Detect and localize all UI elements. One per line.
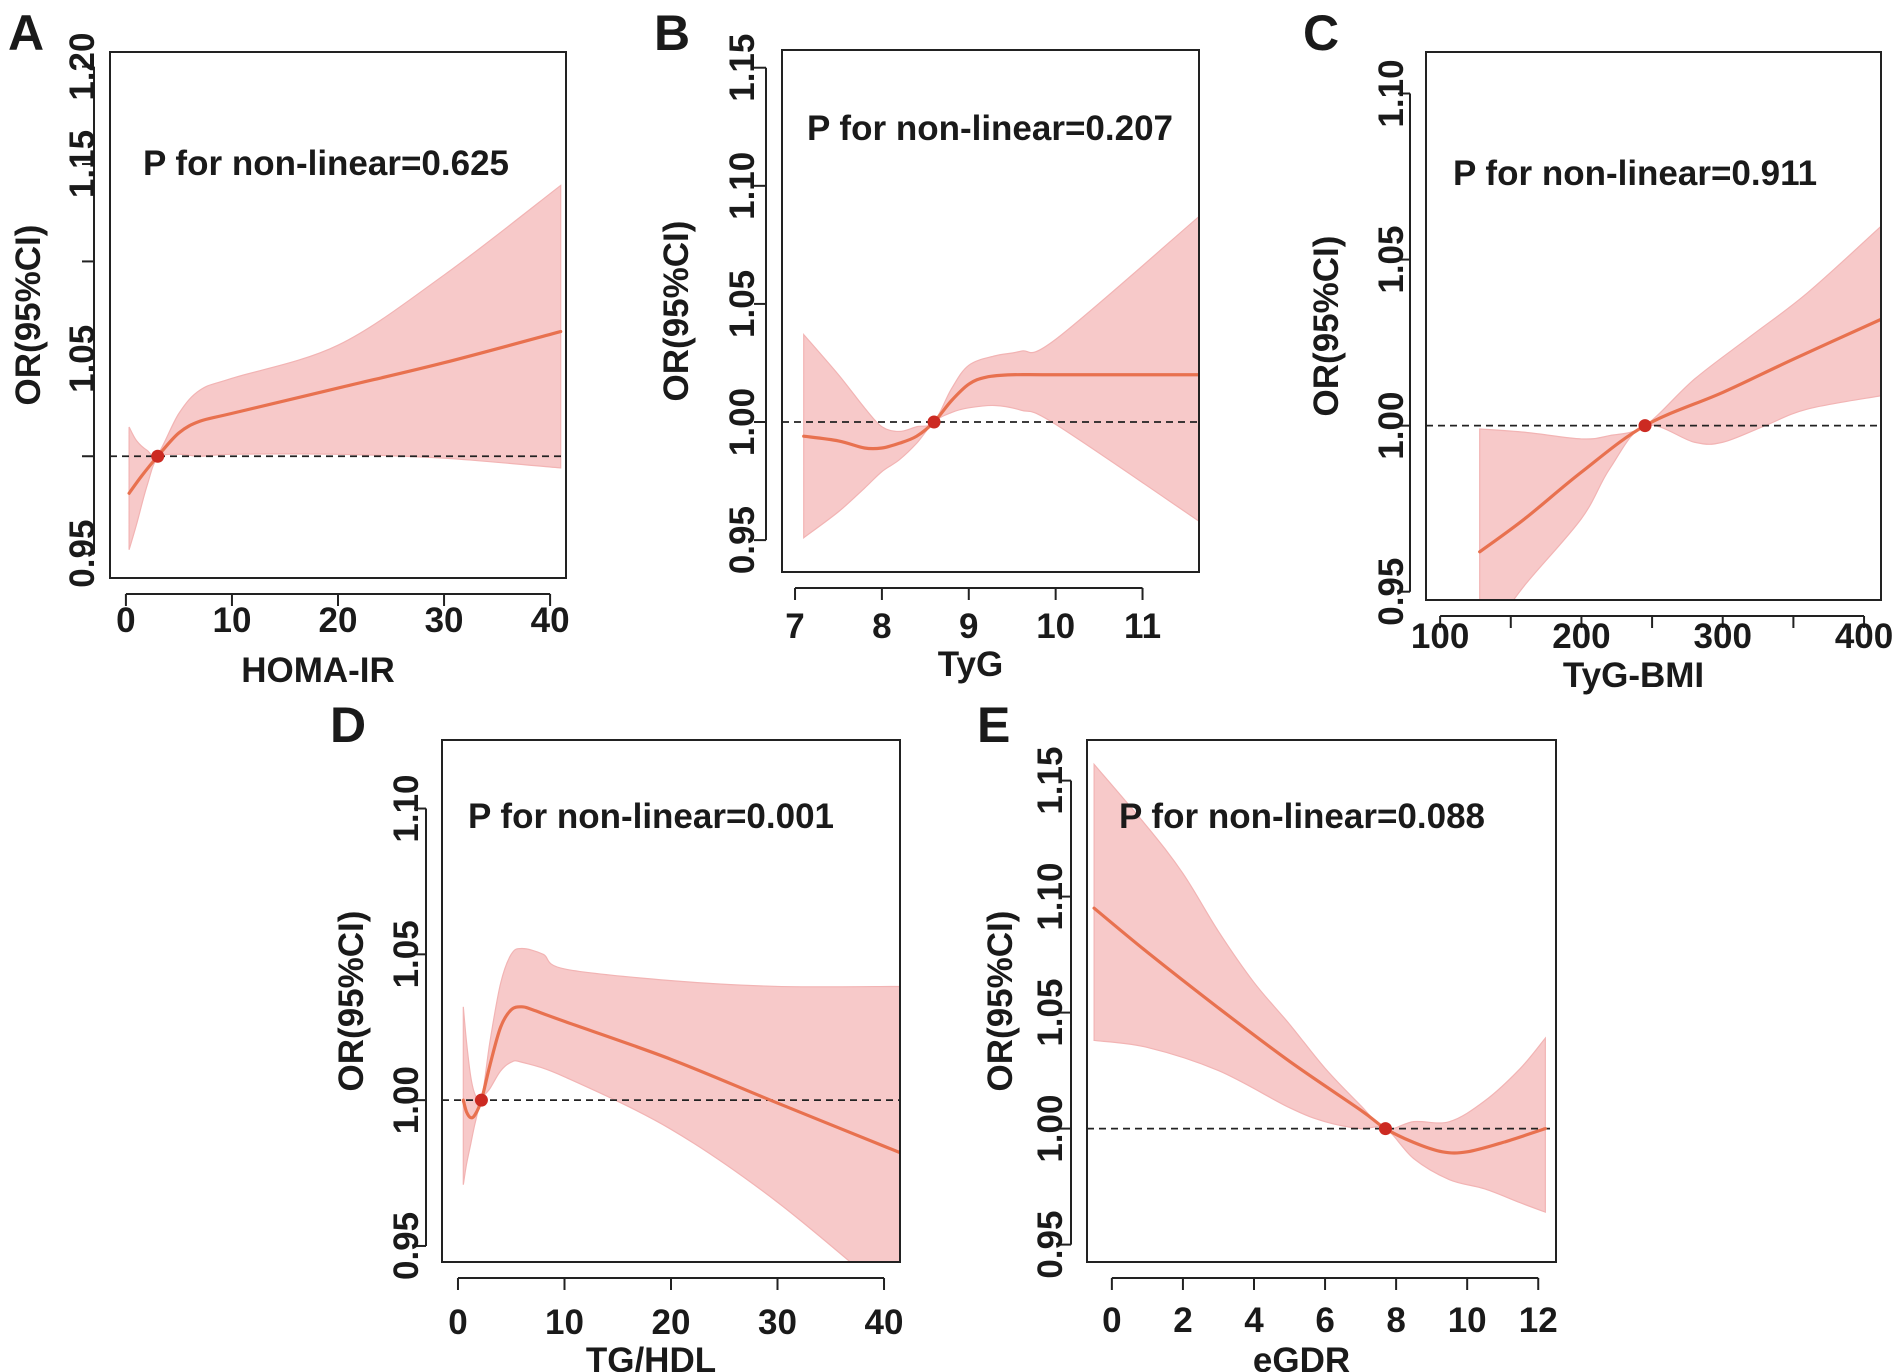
y-tick-label-b: 0.95	[723, 506, 762, 574]
y-axis-title-d: OR(95%CI)	[332, 911, 371, 1092]
ci-band-b	[803, 215, 1199, 539]
plot-area-d	[442, 947, 900, 1262]
plot-frame-a	[109, 51, 567, 579]
reference-point-a	[151, 449, 165, 463]
reference-point-c	[1638, 419, 1652, 433]
x-axis-title-c: TyG-BMI	[1563, 656, 1704, 695]
p-annotation-b: P for non-linear=0.207	[807, 109, 1173, 148]
x-tick-label-e: 12	[1519, 1301, 1558, 1340]
x-tick-label-d: 40	[865, 1303, 904, 1342]
y-tick-label-a: 0.95	[63, 520, 102, 588]
x-tick-label-d: 30	[758, 1303, 797, 1342]
p-annotation-d: P for non-linear=0.001	[468, 797, 834, 836]
ci-band-a	[128, 184, 562, 550]
y-tick-label-d: 0.95	[387, 1212, 426, 1280]
x-tick-label-a: 20	[319, 601, 358, 640]
x-tick-label-b: 8	[872, 607, 891, 646]
x-tick-label-a: 30	[425, 601, 464, 640]
panel-a: 0 10 20 30 40 0.95 1.05 1.15 1.20 HOMA-IR OR(95%CI…	[8, 5, 570, 690]
x-tick-label-b: 11	[1124, 607, 1161, 646]
y-tick-label-b: 1.15	[723, 34, 762, 102]
x-axis-title-a: HOMA-IR	[241, 651, 395, 690]
ci-band-c	[1479, 225, 1881, 600]
panel-c: 100 200 300 400 0.95 1.00 1.05 1.10 TyG-BMI OR(95…	[1303, 5, 1893, 695]
or-curve-d	[461, 1005, 900, 1155]
plot-frame-d	[441, 739, 901, 1263]
ci-band-e	[1093, 762, 1546, 1213]
y-tick-label-c: 1.00	[1372, 392, 1411, 460]
panel-letter-c: C	[1303, 5, 1339, 61]
p-annotation-a: P for non-linear=0.625	[143, 144, 509, 183]
panel-letter-b: B	[654, 5, 690, 61]
x-tick-label-a: 40	[531, 601, 570, 640]
p-annotation-e: P for non-linear=0.088	[1119, 797, 1485, 836]
or-curve-a	[127, 329, 563, 495]
x-tick-label-e: 6	[1315, 1301, 1334, 1340]
y-tick-label-d: 1.10	[387, 774, 426, 842]
panel-e: 0 2 4 6 8 10 12 0.95 1.00 1.05 1.10 1.15 eGDR OR(95%C…	[977, 697, 1558, 1372]
y-tick-label-b: 1.05	[723, 270, 762, 338]
y-axis-title-e: OR(95%CI)	[981, 911, 1020, 1092]
y-tick-label-d: 1.05	[387, 920, 426, 988]
x-tick-label-d: 0	[448, 1303, 467, 1342]
x-tick-label-c: 200	[1552, 617, 1610, 656]
panel-letter-d: D	[330, 697, 366, 753]
y-tick-label-d: 1.00	[387, 1066, 426, 1134]
plot-area-c	[1426, 225, 1881, 600]
y-tick-label-e: 1.10	[1031, 863, 1070, 931]
panel-b: 7 8 9 10 11 0.95 1.00 1.05 1.10 1.15 TyG OR(95%CI) P…	[654, 5, 1200, 684]
x-axis-title-d: TG/HDL	[586, 1341, 716, 1372]
x-tick-label-d: 20	[652, 1303, 691, 1342]
y-tick-label-a: 1.15	[63, 130, 102, 198]
panel-letter-a: A	[8, 5, 44, 61]
y-axis-title-a: OR(95%CI)	[9, 225, 48, 406]
x-axis-title-e: eGDR	[1253, 1341, 1350, 1372]
x-axis-title-b: TyG	[938, 645, 1003, 684]
y-axis-title-c: OR(95%CI)	[1307, 236, 1346, 417]
plot-frame-e	[1086, 739, 1557, 1263]
or-curve-e	[1092, 906, 1547, 1155]
x-tick-label-e: 4	[1244, 1301, 1264, 1340]
x-tick-label-c: 400	[1835, 617, 1893, 656]
plot-area-e	[1087, 762, 1556, 1213]
panel-letter-e: E	[977, 697, 1010, 753]
reference-point-b	[927, 415, 941, 429]
y-tick-label-c: 1.05	[1372, 226, 1411, 294]
x-tick-label-c: 100	[1411, 617, 1469, 656]
x-tick-label-e: 0	[1102, 1301, 1121, 1340]
plot-area-b	[782, 215, 1199, 539]
plot-frame-b	[781, 49, 1200, 573]
y-tick-label-a: 1.05	[63, 325, 102, 393]
x-tick-label-e: 2	[1173, 1301, 1192, 1340]
y-tick-label-e: 1.00	[1031, 1095, 1070, 1163]
x-tick-label-a: 10	[212, 601, 251, 640]
y-tick-label-e: 1.05	[1031, 979, 1070, 1047]
x-tick-label-d: 10	[545, 1303, 584, 1342]
x-tick-label-e: 10	[1448, 1301, 1487, 1340]
y-tick-label-b: 1.10	[723, 152, 762, 220]
y-tick-label-e: 0.95	[1031, 1211, 1070, 1279]
y-axis-title-b: OR(95%CI)	[657, 221, 696, 402]
p-annotation-c: P for non-linear=0.911	[1453, 154, 1817, 193]
y-tick-label-c: 1.10	[1372, 59, 1411, 127]
x-tick-label-c: 300	[1694, 617, 1752, 656]
panel-d: 0 10 20 30 40 0.95 1.00 1.05 1.10 TG/HDL OR(95%CI)…	[330, 697, 903, 1372]
x-tick-label-b: 10	[1036, 607, 1075, 646]
reference-point-d	[474, 1093, 488, 1107]
x-tick-label-a: 0	[116, 601, 135, 640]
x-tick-label-b: 9	[959, 607, 978, 646]
ci-band-d	[462, 947, 900, 1262]
plot-frame-c	[1425, 51, 1882, 601]
y-tick-label-b: 1.00	[723, 388, 762, 456]
y-tick-label-a: 1.20	[63, 33, 102, 101]
y-tick-label-e: 1.15	[1031, 747, 1070, 815]
x-tick-label-b: 7	[785, 607, 804, 646]
y-tick-label-c: 0.95	[1372, 558, 1411, 626]
reference-point-e	[1378, 1122, 1392, 1136]
plot-area-a	[110, 184, 566, 550]
x-tick-label-e: 8	[1386, 1301, 1405, 1340]
